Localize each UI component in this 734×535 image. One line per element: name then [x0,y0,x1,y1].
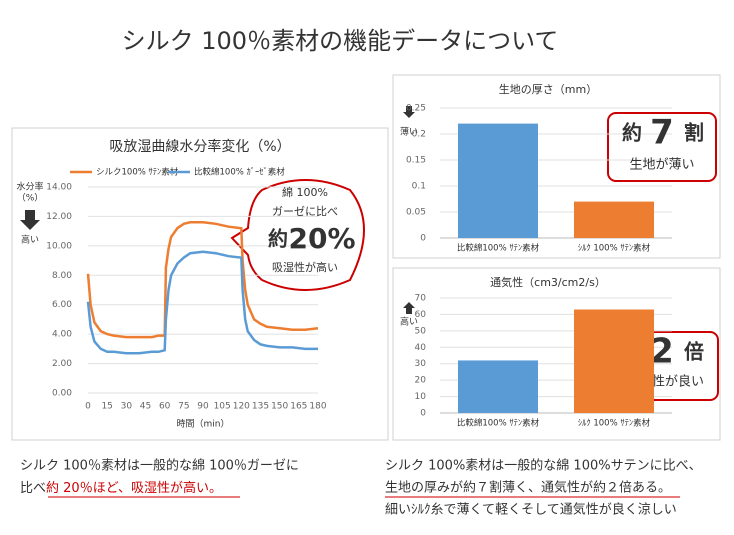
y-tick-label: 50 [415,326,427,336]
callout-text: 倍 [684,340,704,364]
chart-title: 吸放湿曲線水分率変化（%） [109,138,290,155]
x-tick-label: ｼﾙｸ 100% ｻﾃﾝ素材 [578,418,651,429]
y-tick-label: 0 [420,409,426,419]
bar [458,360,538,413]
x-tick-label: 比較綿100% ｻﾃﾝ素材 [457,243,540,254]
x-tick-label: 75 [178,402,189,412]
arrow-up [20,210,40,230]
y-tick-label: 0 [420,234,426,244]
callout-box [607,112,717,182]
callout-text: 生地が薄い [629,158,694,173]
y-tick-label: 4.00 [52,330,72,340]
line-series [86,221,319,339]
x-axis-label: 時間（min） [177,419,230,430]
chart-title: 生地の厚さ（mm） [499,82,597,96]
bar [574,201,654,238]
caption: 比べ約 20％ほど、吸湿性が高い。 [20,480,222,496]
callout-text: 2 [650,332,674,372]
caption-highlight: 生地の厚みが約７割薄く、通気性が約２倍ある。 [385,480,671,496]
chart-title: 通気性（cm3/cm2/s） [490,275,606,289]
callout-text: 割 [684,121,704,145]
y-tick-label: 40 [415,343,427,353]
y-axis-label: 水分率 [16,181,43,193]
line-series [86,250,318,355]
y-tick-label: 0.15 [406,156,426,166]
caption: 細いｼﾙｸ糸で薄くて軽くそして通気性が良く涼しい [385,502,677,518]
x-tick-label: 60 [159,402,171,412]
x-tick-label: 45 [140,402,151,412]
y-tick-label: 0.2 [412,130,426,140]
x-tick-label: 180 [309,402,326,412]
y-tick-label: 10 [415,392,427,402]
callout-text: 吸湿性が高い [272,260,338,274]
y-tick-label: 10.00 [46,241,72,251]
y-note: 高い [21,234,39,246]
x-tick-label: 105 [214,402,231,412]
y-tick-label: 8.00 [52,271,72,281]
y-tick-label: 2.00 [52,359,72,369]
x-tick-label: ｼﾙｸ 100% ｻﾃﾝ素材 [578,243,651,254]
y-note: 薄い [400,126,418,138]
x-tick-label: 135 [252,402,269,412]
x-tick-label: 165 [290,402,307,412]
y-axis-label: （%） [17,193,44,204]
callout-bubble [230,179,365,291]
y-tick-label: 14.00 [46,183,72,193]
bar [458,123,538,238]
callout-text: 20% [288,222,355,255]
callout-text: ガーゼに比べ [272,205,338,218]
caption-text: 比べ [20,481,46,496]
legend-label: 比較綿100% ｶﾞｰｾﾞ素材 [194,167,285,178]
callout-text: 約 [268,227,288,251]
y-tick-label: 12.00 [46,212,72,222]
callout-text: 綿 100% [282,185,328,199]
callout-text: 7 [650,113,674,153]
caption: シルク 100%素材は一般的な綿 100%サテンに比べ、 [385,458,702,474]
x-tick-label: 比較綿100% ｻﾃﾝ素材 [457,418,540,429]
y-tick-label: 70 [415,294,427,304]
y-tick-label: 0.1 [412,182,426,192]
x-tick-label: 120 [233,402,250,412]
arrow-up [403,302,415,314]
y-tick-label: 60 [415,310,427,320]
x-tick-label: 90 [197,402,209,412]
x-tick-label: 150 [271,402,288,412]
arrow-down [403,106,415,118]
legend-label: シルク100% ｻﾃﾝ素材 [96,167,179,178]
y-note: 高い [400,316,418,328]
x-tick-label: 0 [85,402,91,412]
y-tick-label: 0.00 [52,389,72,399]
callout-text: 約 [622,121,642,145]
caption-highlight: 約 20％ほど、吸湿性が高い。 [46,480,222,496]
x-tick-label: 30 [121,402,133,412]
y-tick-label: 20 [415,376,427,386]
caption: シルク 100％素材は一般的な綿 100％ガーゼに [20,458,299,474]
x-tick-label: 15 [101,402,112,412]
y-tick-label: 6.00 [52,300,72,310]
y-tick-label: 30 [415,359,427,369]
bar [574,309,654,413]
y-tick-label: 0.25 [406,104,426,114]
page-title: シルク 100％素材の機能データについて [122,27,559,55]
y-tick-label: 0.05 [406,208,426,218]
